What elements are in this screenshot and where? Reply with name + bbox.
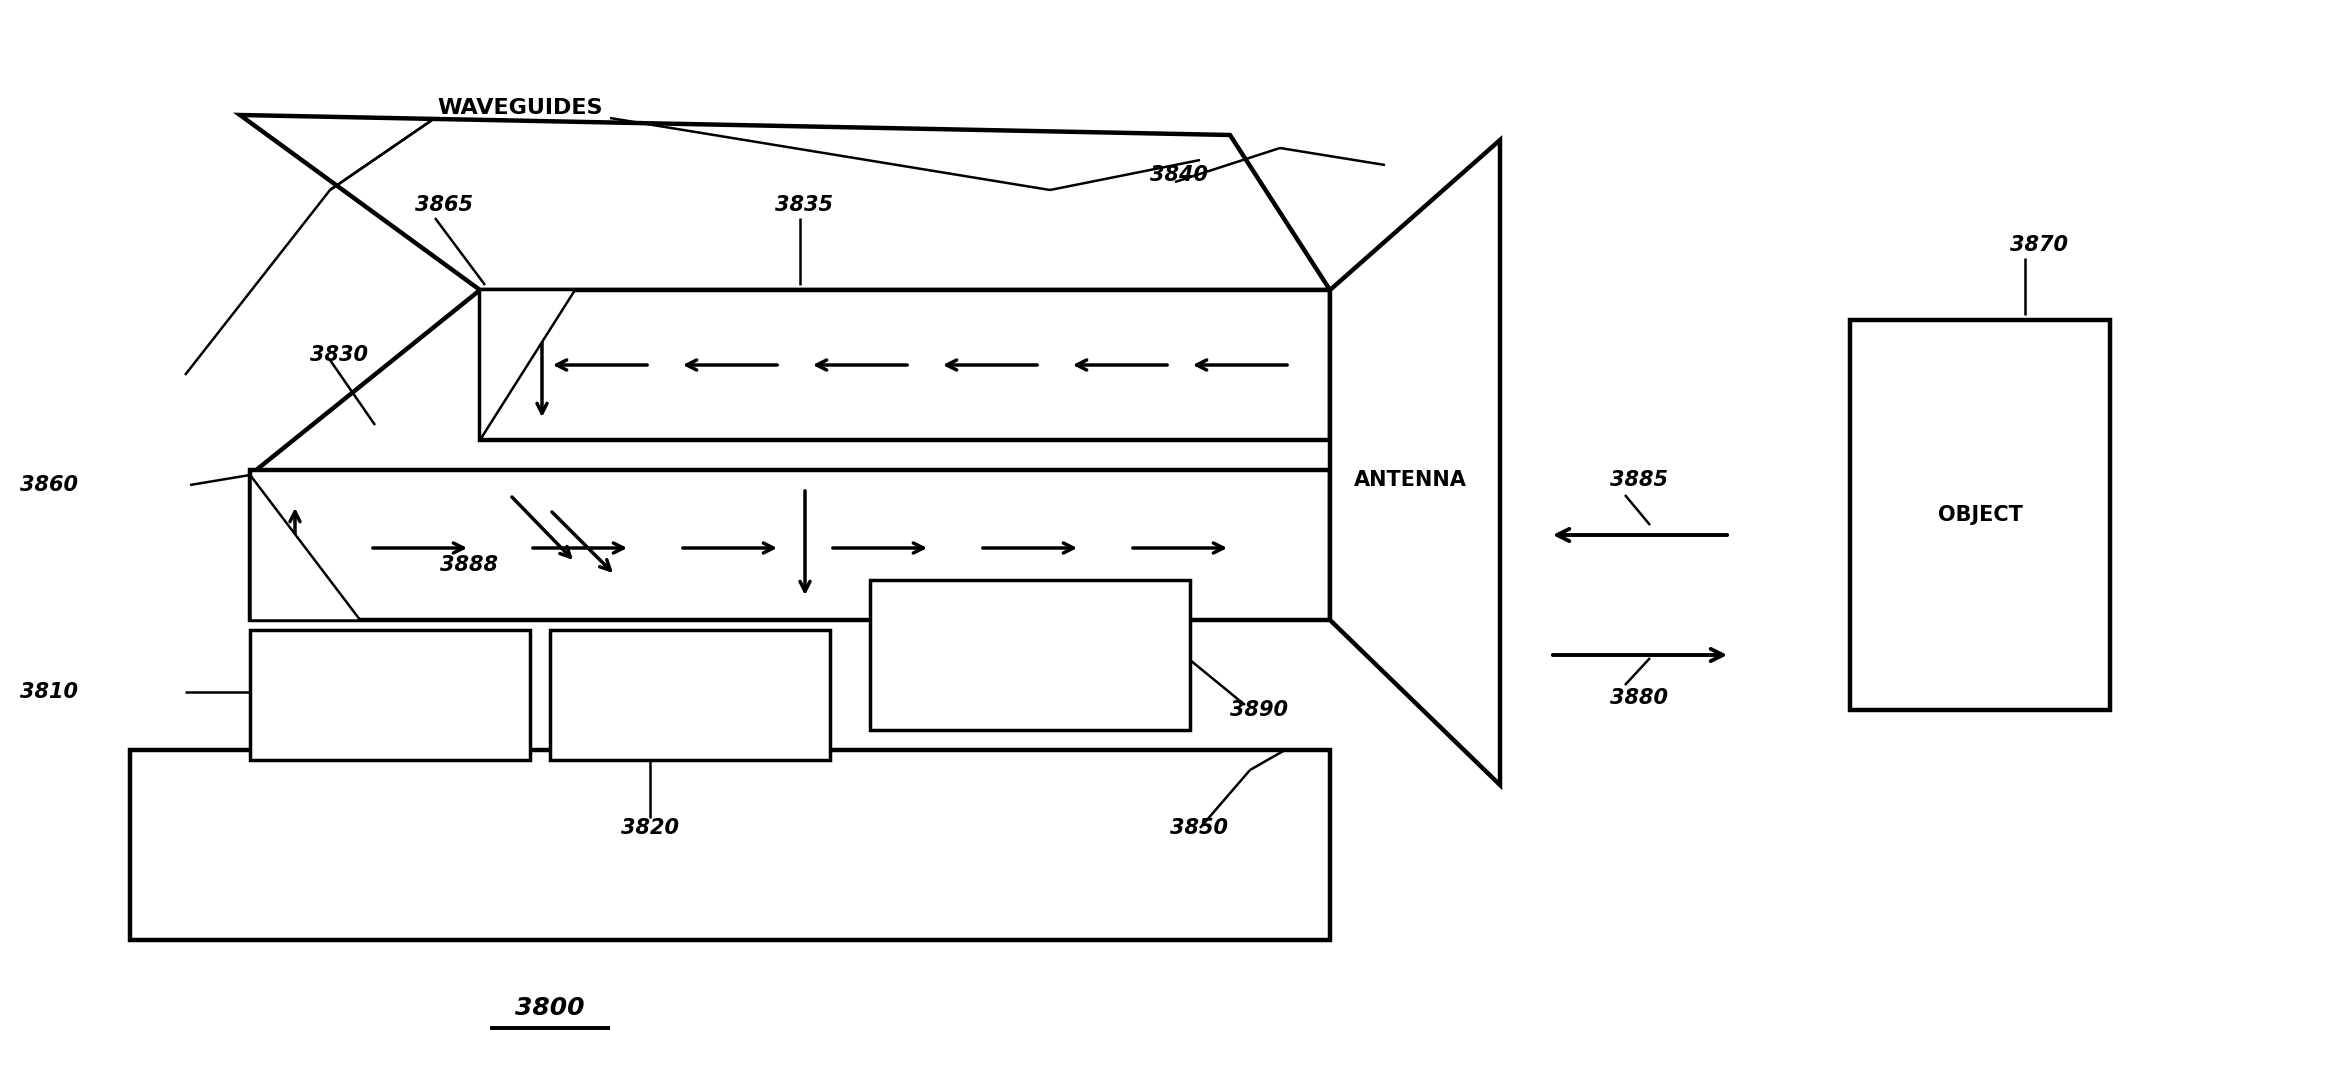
Bar: [249, 470, 1331, 620]
Text: 3800: 3800: [515, 996, 585, 1020]
Text: 3810: 3810: [21, 682, 77, 702]
Text: 3890: 3890: [1231, 700, 1289, 720]
Polygon shape: [480, 290, 576, 440]
Bar: [1851, 320, 2110, 710]
Polygon shape: [240, 114, 1331, 290]
Text: SOURCE: SOURCE: [345, 686, 434, 704]
Text: 3870: 3870: [2009, 235, 2068, 255]
Text: 3830: 3830: [310, 345, 368, 365]
Text: DETECTOR: DETECTOR: [632, 686, 748, 704]
Text: 3840: 3840: [1149, 165, 1207, 185]
Bar: [480, 290, 1331, 440]
Bar: [131, 750, 1331, 941]
Text: 3880: 3880: [1611, 688, 1669, 708]
Bar: [869, 580, 1191, 730]
Text: 3820: 3820: [620, 817, 678, 838]
Bar: [550, 630, 830, 760]
Bar: [249, 630, 529, 760]
Polygon shape: [249, 475, 359, 620]
Text: 3860: 3860: [21, 475, 77, 495]
Text: 3885: 3885: [1611, 470, 1669, 490]
Text: PROCESSOR: PROCESSOR: [970, 646, 1091, 664]
Text: 3835: 3835: [774, 195, 832, 215]
Text: WAVEGUIDES: WAVEGUIDES: [438, 98, 604, 118]
Text: ANTENNA: ANTENNA: [1354, 470, 1466, 490]
Polygon shape: [1331, 140, 1501, 785]
Text: 3850: 3850: [1170, 817, 1228, 838]
Text: 3865: 3865: [415, 195, 473, 215]
Text: OBJECT: OBJECT: [1937, 505, 2023, 525]
Text: 3888: 3888: [441, 555, 499, 575]
